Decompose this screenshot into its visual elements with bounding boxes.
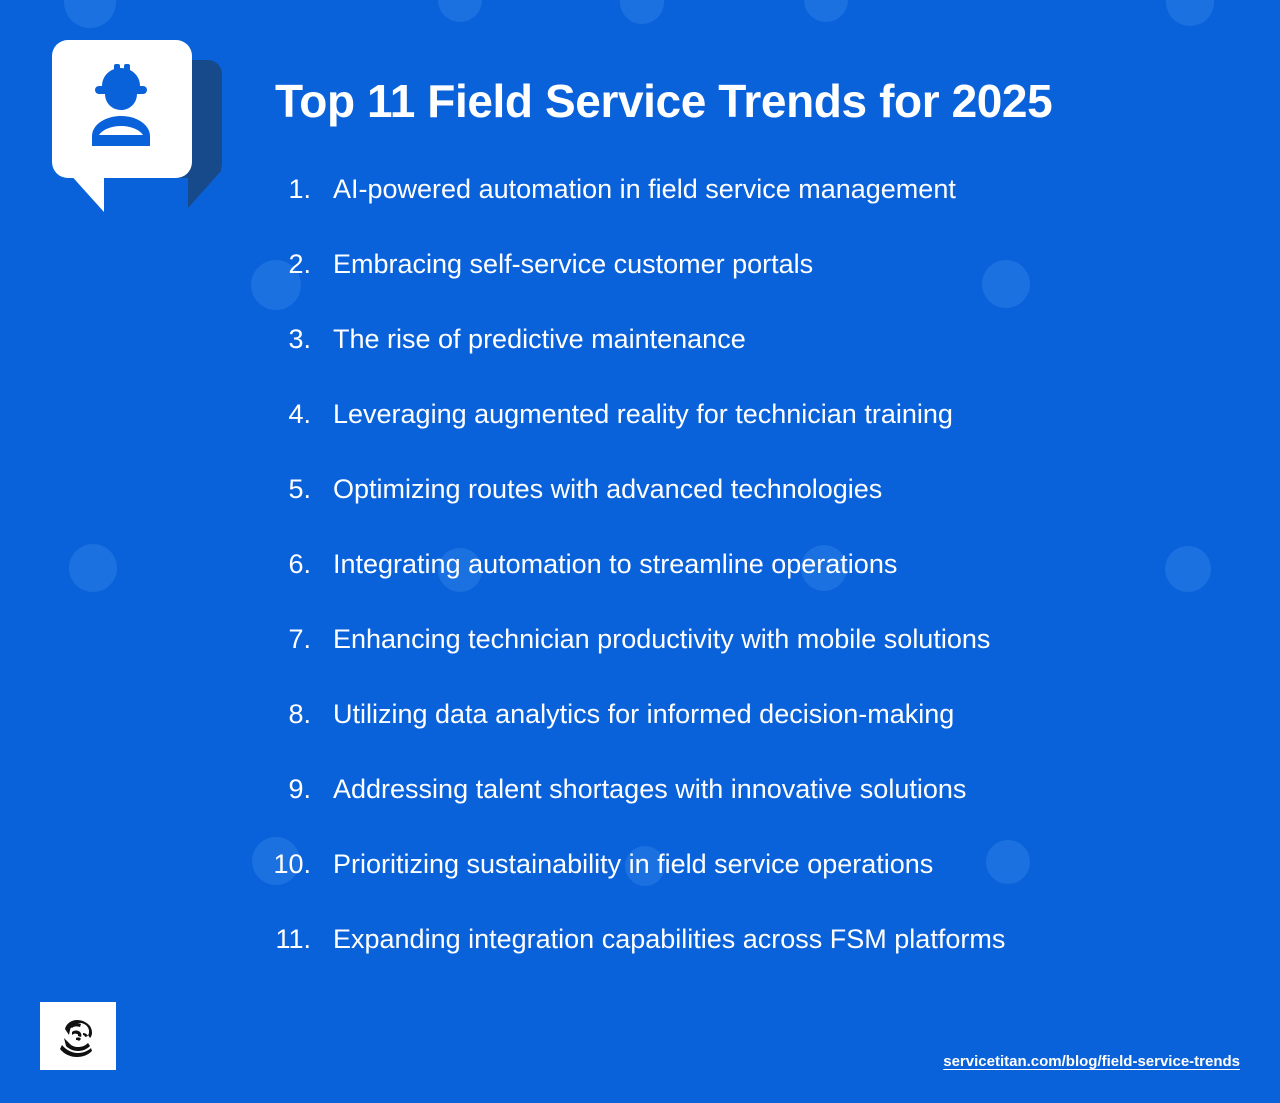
list-item: 8. Utilizing data analytics for informed … <box>255 697 1255 772</box>
list-item: 1. AI-powered automation in field service… <box>255 172 1255 247</box>
list-item-number: 6. <box>288 549 311 579</box>
decor-circle <box>69 544 117 592</box>
list-item: 4. Leveraging augmented reality for techn… <box>255 397 1255 472</box>
list-item-number: 3. <box>288 324 311 354</box>
list-item: 11. Expanding integration capabilities ac… <box>255 922 1255 997</box>
list-item-number: 8. <box>288 699 311 729</box>
list-item-number: 1. <box>288 174 311 204</box>
titan-head-logo-icon <box>60 1020 92 1057</box>
speech-bubble-back-tail-icon <box>188 170 222 208</box>
list-item-label: Integrating automation to streamline ope… <box>333 549 898 579</box>
list-item-number: 11. <box>275 924 311 954</box>
decor-circle <box>620 0 664 24</box>
page-title: Top 11 Field Service Trends for 2025 <box>275 75 1053 127</box>
list-item: 3. The rise of predictive maintenance <box>255 322 1255 397</box>
list-item: 5. Optimizing routes with advanced techno… <box>255 472 1255 547</box>
list-item-number: 9. <box>288 774 311 804</box>
source-url-link[interactable]: servicetitan.com/blog/field-service-tren… <box>943 1053 1240 1070</box>
trends-list: 1. AI-powered automation in field service… <box>255 172 1255 997</box>
list-item: 9. Addressing talent shortages with innov… <box>255 772 1255 847</box>
servicetitan-logo <box>40 1002 116 1070</box>
brand-mark <box>40 32 222 212</box>
list-item-number: 10. <box>273 849 311 879</box>
list-item-number: 4. <box>288 399 311 429</box>
list-item-label: Leveraging augmented reality for technic… <box>333 399 953 429</box>
decor-circle <box>1166 0 1214 26</box>
list-item: 6. Integrating automation to streamline o… <box>255 547 1255 622</box>
list-item-label: Expanding integration capabilities acros… <box>333 924 1006 954</box>
list-item-label: Prioritizing sustainability in field ser… <box>333 849 934 879</box>
speech-bubble-front-tail-icon <box>68 172 104 212</box>
list-item-label: Embracing self-service customer portals <box>333 249 814 279</box>
list-item: 7. Enhancing technician productivity with… <box>255 622 1255 697</box>
list-item: 2. Embracing self-service customer portal… <box>255 247 1255 322</box>
list-item-label: Addressing talent shortages with innovat… <box>333 774 967 804</box>
decor-circle <box>64 0 116 28</box>
list-item-label: The rise of predictive maintenance <box>333 324 746 354</box>
list-item-number: 5. <box>288 474 311 504</box>
list-item-label: Optimizing routes with advanced technolo… <box>333 474 883 504</box>
list-item-label: Enhancing technician productivity with m… <box>333 624 991 654</box>
list-item-label: AI-powered automation in field service m… <box>333 174 956 204</box>
decor-circle <box>804 0 848 22</box>
list-item-number: 7. <box>288 624 311 654</box>
technician-hardhat-icon <box>92 64 150 146</box>
decor-circle <box>438 0 482 22</box>
list-item-label: Utilizing data analytics for informed de… <box>333 699 955 729</box>
list-item: 10. Prioritizing sustainability in field … <box>255 847 1255 922</box>
list-item-number: 2. <box>288 249 311 279</box>
